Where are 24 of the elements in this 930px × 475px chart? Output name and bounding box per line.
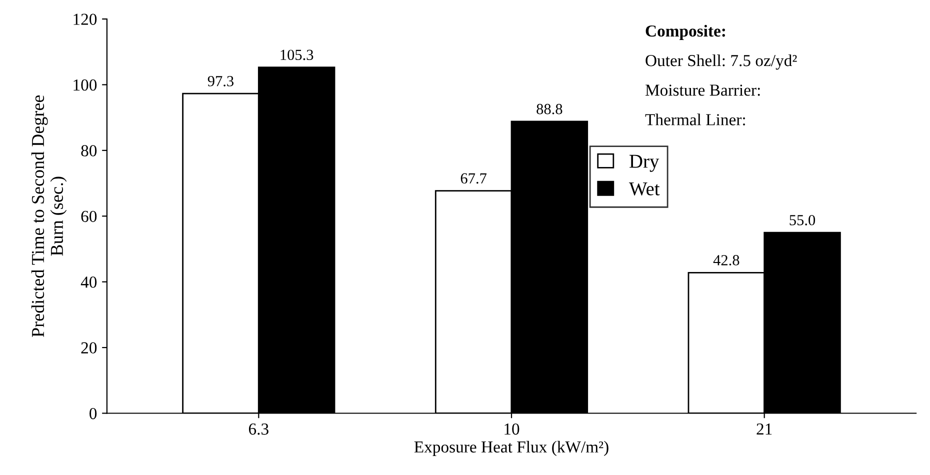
- y-tick-label: 80: [81, 145, 97, 156]
- x-tick-label: 6.3: [248, 424, 268, 435]
- x-tick-label: 10: [504, 423, 520, 435]
- annotation: Composite:: [646, 24, 725, 40]
- legend-label: Dry: [630, 154, 660, 172]
- data-label: 88.8: [536, 104, 562, 114]
- annotation: Outer Shell: 7.5 oz/yd²: [646, 54, 797, 70]
- y-axis-title: Predicted Time to Second Degree Burn (sec.): [31, 95, 67, 337]
- y-tick-label: 0: [90, 408, 97, 420]
- y-tick-label: 120: [74, 14, 97, 25]
- annotation: Moisture Barrier:: [645, 84, 760, 96]
- data-label: 105.3: [280, 50, 314, 60]
- y-tick-label: 100: [74, 79, 97, 91]
- y-tick-label: 60: [81, 210, 97, 222]
- data-label: 55.0: [790, 214, 816, 226]
- data-label: 42.8: [713, 255, 740, 266]
- annotation: Thermal Liner:: [645, 114, 745, 126]
- y-tick-label: 40: [80, 276, 97, 288]
- x-tick-label: 21: [756, 424, 772, 435]
- data-label: 97.3: [208, 76, 234, 86]
- legend-label: Wet: [628, 182, 660, 196]
- x-axis-title: Exposure Heat Flux (kW/m²): [414, 440, 608, 456]
- y-tick-label: 20: [81, 342, 97, 354]
- data-label: 67.7: [460, 173, 486, 184]
